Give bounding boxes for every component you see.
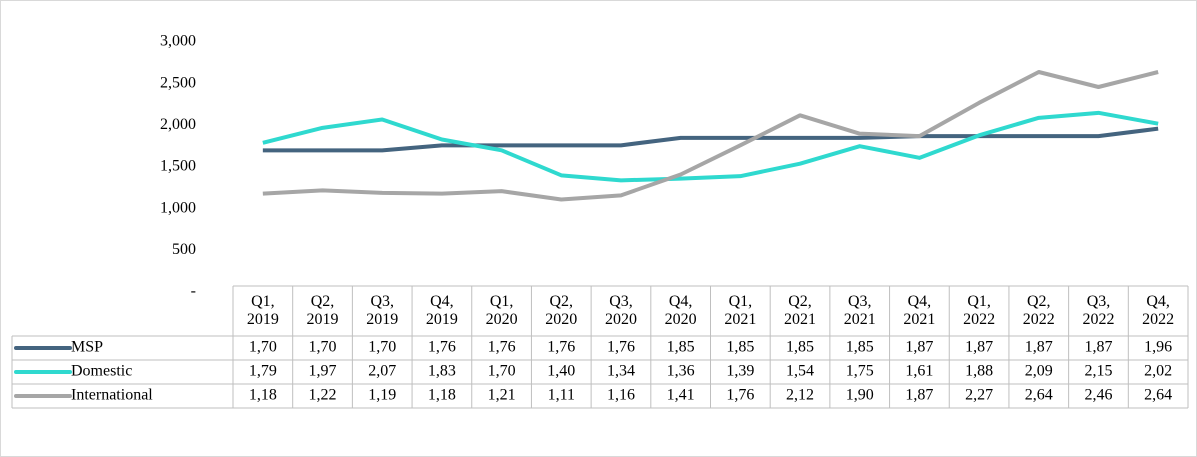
- data-label: 1,85: [786, 339, 814, 356]
- data-label: 1,70: [249, 339, 277, 356]
- data-label: 2,12: [786, 387, 814, 404]
- x-tick-label: Q2, 2019: [306, 293, 339, 328]
- data-label: 1,97: [309, 363, 337, 380]
- data-label: 1,40: [547, 363, 575, 380]
- y-tick-label: -: [191, 283, 196, 300]
- data-label: 1,19: [368, 387, 396, 404]
- x-tick-label-box: Q1, 2020: [485, 293, 518, 328]
- series-line: [262, 126, 1159, 153]
- data-label: 2,46: [1084, 387, 1112, 404]
- data-label: 1,36: [667, 363, 695, 380]
- x-tick-label: Q4, 2021: [903, 293, 936, 328]
- data-label: 2,09: [1025, 363, 1053, 380]
- x-tick-label: Q3, 2019: [366, 293, 399, 328]
- data-label: 1,76: [488, 339, 516, 356]
- x-tick-label-box: Q4, 2022: [1142, 293, 1175, 328]
- x-tick-label-box: Q2, 2019: [306, 293, 339, 328]
- x-tick-label-box: Q3, 2019: [366, 293, 399, 328]
- x-tick-label: Q2, 2020: [545, 293, 578, 328]
- data-label: 1,18: [428, 387, 456, 404]
- data-label: 1,70: [488, 363, 516, 380]
- x-tick-label: Q3, 2021: [843, 293, 876, 328]
- x-tick-label-box: Q3, 2020: [604, 293, 637, 328]
- data-label: 1,87: [965, 339, 993, 356]
- data-label: 1,79: [249, 363, 277, 380]
- data-label: 1,22: [309, 387, 337, 404]
- data-label: 1,18: [249, 387, 277, 404]
- x-tick-label: Q4, 2022: [1142, 293, 1175, 328]
- data-label: 1,96: [1144, 339, 1172, 356]
- y-tick-label: 1,500: [160, 158, 196, 175]
- x-tick-label-box: Q4, 2019: [425, 293, 458, 328]
- data-label: 1,87: [905, 339, 933, 356]
- data-label: 1,90: [846, 387, 874, 404]
- data-label: 2,02: [1144, 363, 1172, 380]
- x-tick-label-box: Q2, 2021: [784, 293, 817, 328]
- data-label: 1,21: [488, 387, 516, 404]
- legend-label: Domestic: [71, 363, 132, 380]
- data-label: 1,85: [846, 339, 874, 356]
- legend-label: MSP: [71, 339, 103, 356]
- data-label: 2,64: [1144, 387, 1172, 404]
- data-label: 1,88: [965, 363, 993, 380]
- x-tick-label-box: Q3, 2021: [843, 293, 876, 328]
- x-tick-label: Q1, 2020: [485, 293, 518, 328]
- data-label: 1,83: [428, 363, 456, 380]
- data-label: 2,15: [1084, 363, 1112, 380]
- legend-label: International: [71, 387, 153, 404]
- data-label: 1,87: [1084, 339, 1112, 356]
- data-label: 1,76: [428, 339, 456, 356]
- data-label: 1,87: [1025, 339, 1053, 356]
- data-label: 1,76: [607, 339, 635, 356]
- data-label: 2,27: [965, 387, 993, 404]
- data-label: 1,16: [607, 387, 635, 404]
- data-label: 1,34: [607, 363, 635, 380]
- data-label: 2,64: [1025, 387, 1053, 404]
- y-tick-label: 3,000: [160, 33, 196, 50]
- data-label: 1,76: [726, 387, 754, 404]
- x-tick-label-box: Q1, 2022: [963, 293, 996, 328]
- x-tick-label: Q1, 2021: [724, 293, 757, 328]
- x-tick-label: Q1, 2022: [963, 293, 996, 328]
- y-tick-label: 1,000: [160, 199, 196, 216]
- data-label: 1,11: [548, 387, 575, 404]
- x-tick-label-box: Q2, 2022: [1022, 293, 1055, 328]
- y-tick-label: 2,500: [160, 74, 196, 91]
- y-tick-label: 500: [172, 241, 196, 258]
- data-label: 1,70: [368, 339, 396, 356]
- x-tick-label-box: Q1, 2019: [246, 293, 279, 328]
- x-tick-label: Q2, 2021: [784, 293, 817, 328]
- data-label: 1,61: [905, 363, 933, 380]
- x-tick-label-box: Q4, 2020: [664, 293, 697, 328]
- x-tick-label-box: Q2, 2020: [545, 293, 578, 328]
- data-label: 1,85: [667, 339, 695, 356]
- x-tick-label: Q1, 2019: [246, 293, 279, 328]
- series-line: [262, 70, 1159, 202]
- x-tick-label: Q3, 2020: [604, 293, 637, 328]
- x-tick-label-box: Q4, 2021: [903, 293, 936, 328]
- data-label: 1,41: [667, 387, 695, 404]
- data-label: 1,75: [846, 363, 874, 380]
- x-tick-label: Q4, 2019: [425, 293, 458, 328]
- x-tick-label: Q4, 2020: [664, 293, 697, 328]
- data-label: 1,87: [905, 387, 933, 404]
- data-label: 1,85: [726, 339, 754, 356]
- data-label: 1,54: [786, 363, 814, 380]
- x-tick-label-box: Q1, 2021: [724, 293, 757, 328]
- x-tick-label: Q2, 2022: [1022, 293, 1055, 328]
- data-label: 1,70: [309, 339, 337, 356]
- y-tick-label: 2,000: [160, 116, 196, 133]
- series-line: [262, 110, 1159, 183]
- data-label: 1,76: [547, 339, 575, 356]
- x-tick-label-box: Q3, 2022: [1082, 293, 1115, 328]
- data-label: 2,07: [368, 363, 396, 380]
- x-tick-label: Q3, 2022: [1082, 293, 1115, 328]
- data-label: 1,39: [726, 363, 754, 380]
